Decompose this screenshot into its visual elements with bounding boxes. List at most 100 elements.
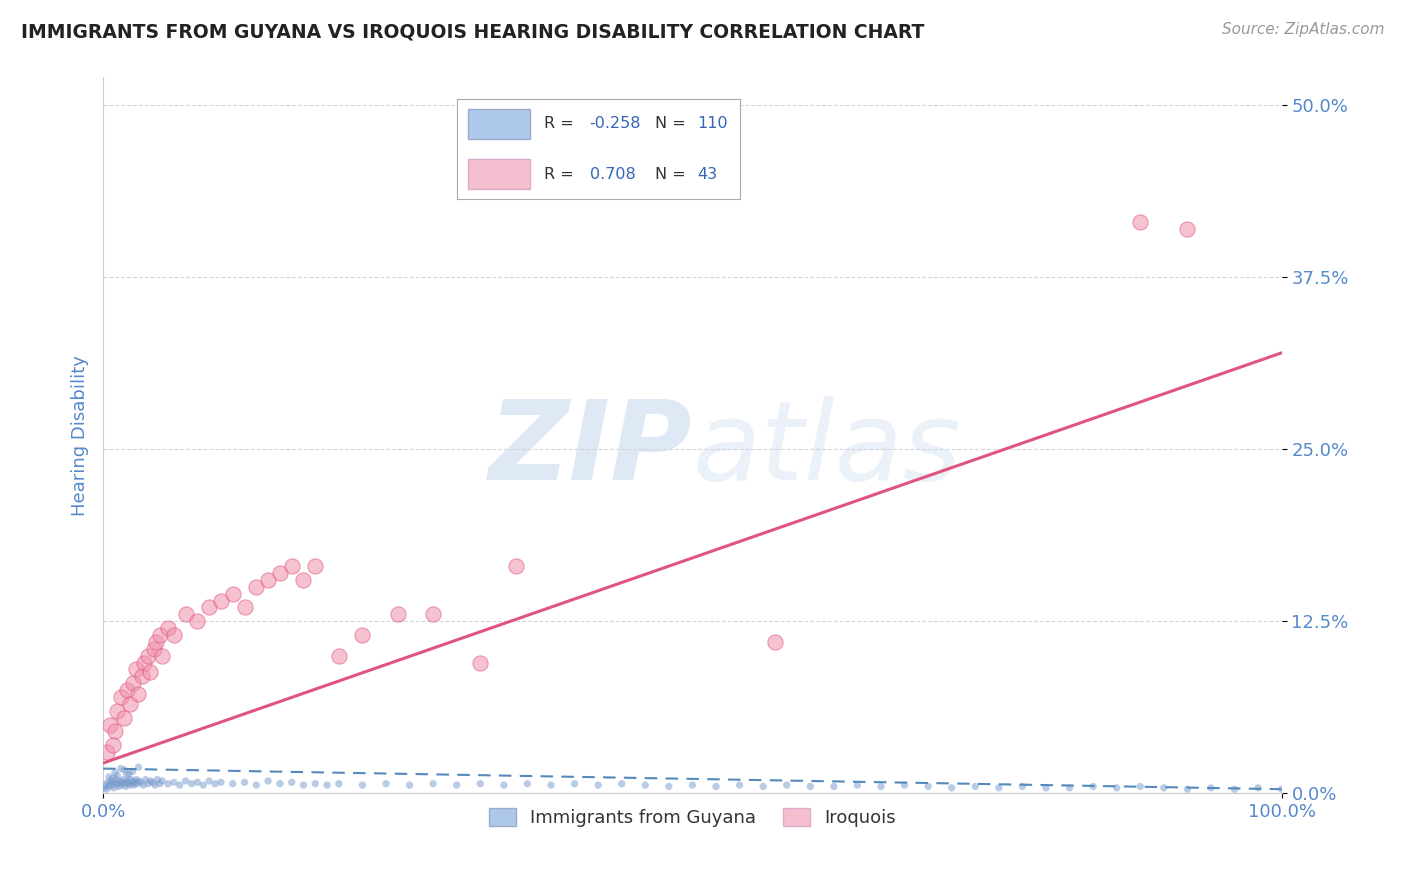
Point xyxy=(352,778,374,792)
Point xyxy=(100,774,122,789)
Point xyxy=(492,778,515,792)
Point xyxy=(198,600,221,615)
Point xyxy=(118,778,141,792)
Point xyxy=(143,778,166,792)
Point xyxy=(280,559,302,574)
Point xyxy=(122,778,145,792)
Point xyxy=(564,777,586,791)
Point xyxy=(269,566,291,580)
Point xyxy=(1177,222,1199,236)
Point xyxy=(470,777,492,791)
Point xyxy=(121,774,143,789)
Point xyxy=(117,775,139,789)
Point xyxy=(799,780,821,794)
Point xyxy=(112,777,135,791)
Point xyxy=(107,780,129,794)
Point xyxy=(114,780,136,794)
Point xyxy=(634,778,657,792)
Point xyxy=(93,780,115,795)
Point xyxy=(470,656,492,670)
Point xyxy=(111,775,134,789)
Point xyxy=(204,777,226,791)
Point xyxy=(110,778,132,792)
Point xyxy=(129,775,152,789)
Point xyxy=(156,777,179,791)
Point xyxy=(112,711,135,725)
Point xyxy=(422,777,444,791)
Point xyxy=(1199,780,1222,795)
Point xyxy=(134,656,156,670)
Point xyxy=(257,573,280,587)
Point xyxy=(987,780,1010,795)
Point xyxy=(124,775,146,789)
Point xyxy=(823,780,845,794)
Point xyxy=(917,780,939,794)
Point xyxy=(328,648,350,663)
Point xyxy=(131,669,153,683)
Point xyxy=(233,775,256,789)
Point xyxy=(101,771,124,785)
Point xyxy=(115,683,138,698)
Point xyxy=(149,628,172,642)
Point xyxy=(422,607,444,622)
Point xyxy=(186,614,208,628)
Point xyxy=(776,778,799,792)
Point xyxy=(149,777,172,791)
Point xyxy=(125,772,148,787)
Text: ZIP: ZIP xyxy=(489,396,692,503)
Point xyxy=(1011,780,1033,794)
Point xyxy=(304,559,326,574)
Point xyxy=(222,587,245,601)
Point xyxy=(105,768,128,782)
Point xyxy=(870,780,893,794)
Point xyxy=(728,778,751,792)
Point xyxy=(150,774,173,789)
Point xyxy=(136,777,159,791)
Point xyxy=(193,778,215,792)
Point xyxy=(139,774,162,789)
Text: atlas: atlas xyxy=(692,396,962,503)
Y-axis label: Hearing Disability: Hearing Disability xyxy=(72,355,89,516)
Point xyxy=(115,774,138,789)
Point xyxy=(104,765,127,780)
Point xyxy=(209,593,232,607)
Point xyxy=(101,738,124,752)
Point xyxy=(328,777,350,791)
Point xyxy=(209,775,232,789)
Point xyxy=(1035,780,1057,795)
Point xyxy=(104,775,127,789)
Point xyxy=(1105,780,1128,795)
Point xyxy=(505,559,527,574)
Point xyxy=(105,704,128,718)
Point xyxy=(121,764,143,779)
Point xyxy=(108,774,131,789)
Point xyxy=(375,777,398,791)
Point xyxy=(118,767,141,781)
Point xyxy=(98,780,121,794)
Point xyxy=(127,760,149,774)
Point xyxy=(1153,780,1175,795)
Point xyxy=(186,775,208,789)
Point xyxy=(257,774,280,789)
Point xyxy=(110,762,132,776)
Point xyxy=(127,777,149,791)
Point xyxy=(163,628,186,642)
Point xyxy=(269,777,291,791)
Point xyxy=(127,774,149,789)
Point xyxy=(245,778,267,792)
Point xyxy=(105,772,128,787)
Point xyxy=(142,641,165,656)
Point xyxy=(98,770,121,784)
Point xyxy=(222,777,245,791)
Point xyxy=(156,621,179,635)
Point xyxy=(446,778,468,792)
Point xyxy=(132,778,155,792)
Point xyxy=(352,628,374,642)
Point xyxy=(586,778,609,792)
Point xyxy=(139,665,162,680)
Point xyxy=(752,780,775,794)
Text: IMMIGRANTS FROM GUYANA VS IROQUOIS HEARING DISABILITY CORRELATION CHART: IMMIGRANTS FROM GUYANA VS IROQUOIS HEARI… xyxy=(21,22,925,41)
Point xyxy=(104,724,127,739)
Point xyxy=(1081,780,1104,794)
Legend: Immigrants from Guyana, Iroquois: Immigrants from Guyana, Iroquois xyxy=(481,801,904,834)
